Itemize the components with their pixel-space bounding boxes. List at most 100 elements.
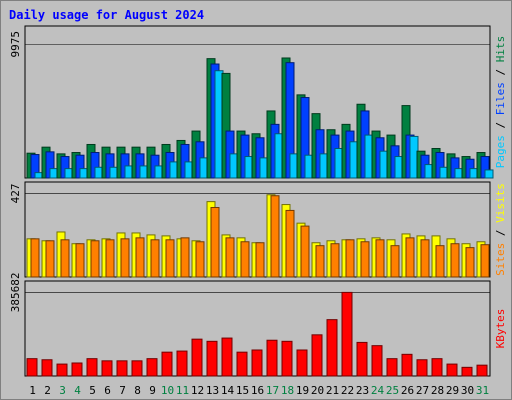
bar-kbytes-day-13: KBytes 13: 160000 bbox=[206, 340, 218, 377]
bar-kbytes-day-26: KBytes 26: 100000 bbox=[401, 353, 413, 377]
bar-kbytes-day-31: KBytes 31: 50000 bbox=[476, 364, 488, 377]
day-label-18: 18 bbox=[281, 384, 294, 397]
day-label-15: 15 bbox=[236, 384, 249, 397]
bar-sites-day-8: Sites 8: 200 bbox=[135, 237, 145, 278]
bar-kbytes-day-30: KBytes 30: 40000 bbox=[461, 366, 473, 377]
day-label-27: 27 bbox=[416, 384, 429, 397]
day-label-2: 2 bbox=[44, 384, 51, 397]
legend-part: / bbox=[494, 115, 507, 135]
bar-sites-day-6: Sites 6: 190 bbox=[105, 239, 115, 278]
bar-kbytes-day-15: KBytes 15: 110000 bbox=[236, 351, 248, 377]
bar-sites-day-24: Sites 24: 190 bbox=[375, 239, 385, 278]
day-label-22: 22 bbox=[341, 384, 354, 397]
series-legend: Pages / Files / Hits bbox=[494, 36, 507, 169]
day-label-19: 19 bbox=[296, 384, 309, 397]
day-label-14: 14 bbox=[221, 384, 235, 397]
bar-sites-day-18: Sites 18: 340 bbox=[285, 209, 295, 278]
bar-kbytes-day-11: KBytes 11: 115000 bbox=[176, 350, 188, 377]
bar-kbytes-day-4: KBytes 4: 60000 bbox=[71, 362, 83, 377]
bar-sites-day-31: Sites 31: 165 bbox=[480, 244, 490, 278]
day-label-31: 31 bbox=[476, 384, 489, 397]
legend-part: Files bbox=[494, 82, 507, 115]
bar-sites-day-20: Sites 20: 160 bbox=[315, 245, 325, 278]
day-label-11: 11 bbox=[176, 384, 189, 397]
day-label-24: 24 bbox=[371, 384, 385, 397]
day-label-6: 6 bbox=[104, 384, 111, 397]
bar-sites-day-5: Sites 5: 185 bbox=[90, 240, 100, 278]
bar-sites-day-27: Sites 27: 190 bbox=[420, 239, 430, 278]
day-label-23: 23 bbox=[356, 384, 369, 397]
legend-part: Visits bbox=[494, 183, 507, 223]
bar-sites-day-28: Sites 28: 160 bbox=[435, 245, 445, 278]
bar-sites-day-10: Sites 10: 190 bbox=[165, 239, 175, 278]
bar-sites-day-12: Sites 12: 180 bbox=[195, 241, 205, 278]
day-label-12: 12 bbox=[191, 384, 204, 397]
max-value-label: 427 bbox=[9, 183, 22, 203]
legend-part: / bbox=[494, 62, 507, 82]
day-label-4: 4 bbox=[74, 384, 81, 397]
bar-sites-day-14: Sites 14: 200 bbox=[225, 237, 235, 278]
bar-kbytes-day-29: KBytes 29: 55000 bbox=[446, 363, 458, 377]
bar-sites-day-30: Sites 30: 150 bbox=[465, 247, 475, 278]
chart-title: Daily usage for August 2024 bbox=[9, 8, 204, 22]
bar-kbytes-day-14: KBytes 14: 175000 bbox=[221, 337, 233, 377]
bar-kbytes-day-5: KBytes 5: 80000 bbox=[86, 358, 98, 377]
bar-sites-day-9: Sites 9: 190 bbox=[150, 239, 160, 278]
bar-sites-day-4: Sites 4: 170 bbox=[75, 243, 85, 278]
bar-sites-day-21: Sites 21: 170 bbox=[330, 243, 340, 278]
legend-part: KBytes bbox=[494, 309, 507, 349]
bar-kbytes-day-23: KBytes 23: 155000 bbox=[356, 341, 368, 377]
bar-kbytes-day-19: KBytes 19: 120000 bbox=[296, 349, 308, 377]
day-label-20: 20 bbox=[311, 384, 324, 397]
bar-sites-day-13: Sites 13: 355 bbox=[210, 206, 220, 278]
day-label-29: 29 bbox=[446, 384, 459, 397]
bar-sites-day-26: Sites 26: 200 bbox=[405, 237, 415, 278]
bar-kbytes-day-2: KBytes 2: 75000 bbox=[41, 359, 53, 377]
day-label-1: 1 bbox=[29, 384, 36, 397]
day-label-26: 26 bbox=[401, 384, 414, 397]
legend-part: Hits bbox=[494, 36, 507, 63]
day-label-3: 3 bbox=[59, 384, 66, 397]
bar-sites-day-23: Sites 23: 180 bbox=[360, 241, 370, 278]
series-legend: KBytes bbox=[494, 309, 507, 349]
bar-sites-day-2: Sites 2: 185 bbox=[45, 240, 55, 278]
bar-kbytes-day-22: KBytes 22: 385682 bbox=[341, 291, 353, 377]
bar-sites-day-1: Sites 1: 195 bbox=[30, 238, 40, 278]
legend-part: Sites bbox=[494, 243, 507, 276]
bar-kbytes-day-21: KBytes 21: 260000 bbox=[326, 319, 338, 377]
bar-kbytes-day-18: KBytes 18: 160000 bbox=[281, 340, 293, 377]
bar-kbytes-day-16: KBytes 16: 120000 bbox=[251, 349, 263, 377]
panel-kbytes: 385682 KBytes KBytes 1: 80000KBytes 2: 750… bbox=[9, 273, 507, 377]
bar-kbytes-day-12: KBytes 12: 170000 bbox=[191, 338, 203, 377]
series-legend: Sites / Visits bbox=[494, 183, 507, 276]
bar-sites-day-29: Sites 29: 170 bbox=[450, 243, 460, 278]
legend-part: / bbox=[494, 223, 507, 243]
day-label-5: 5 bbox=[89, 384, 96, 397]
bar-sites-day-25: Sites 25: 160 bbox=[390, 245, 400, 278]
bar-sites-day-16: Sites 16: 175 bbox=[255, 242, 265, 278]
day-label-8: 8 bbox=[134, 384, 141, 397]
bar-kbytes-day-17: KBytes 17: 165000 bbox=[266, 339, 278, 377]
day-label-9: 9 bbox=[149, 384, 156, 397]
bar-sites-day-7: Sites 7: 195 bbox=[120, 238, 130, 278]
bar-sites-day-11: Sites 11: 200 bbox=[180, 237, 190, 278]
bar-kbytes-day-6: KBytes 6: 70000 bbox=[101, 360, 113, 377]
bar-kbytes-day-9: KBytes 9: 80000 bbox=[146, 358, 158, 377]
max-value-label: 9975 bbox=[9, 31, 22, 58]
day-label-16: 16 bbox=[251, 384, 264, 397]
day-label-25: 25 bbox=[386, 384, 399, 397]
day-label-17: 17 bbox=[266, 384, 279, 397]
bar-kbytes-day-3: KBytes 3: 55000 bbox=[56, 363, 68, 377]
bar-sites-day-15: Sites 15: 180 bbox=[240, 241, 250, 278]
bar-kbytes-day-8: KBytes 8: 70000 bbox=[131, 360, 143, 377]
bar-pages-day-31: Pages 31: 600 bbox=[484, 169, 494, 179]
bar-kbytes-day-25: KBytes 25: 80000 bbox=[386, 358, 398, 377]
bar-sites-day-17: Sites 17: 415 bbox=[270, 195, 280, 278]
day-label-30: 30 bbox=[461, 384, 474, 397]
day-label-21: 21 bbox=[326, 384, 339, 397]
bar-kbytes-day-20: KBytes 20: 190000 bbox=[311, 334, 323, 377]
day-label-13: 13 bbox=[206, 384, 219, 397]
max-value-label: 385682 bbox=[9, 273, 22, 313]
